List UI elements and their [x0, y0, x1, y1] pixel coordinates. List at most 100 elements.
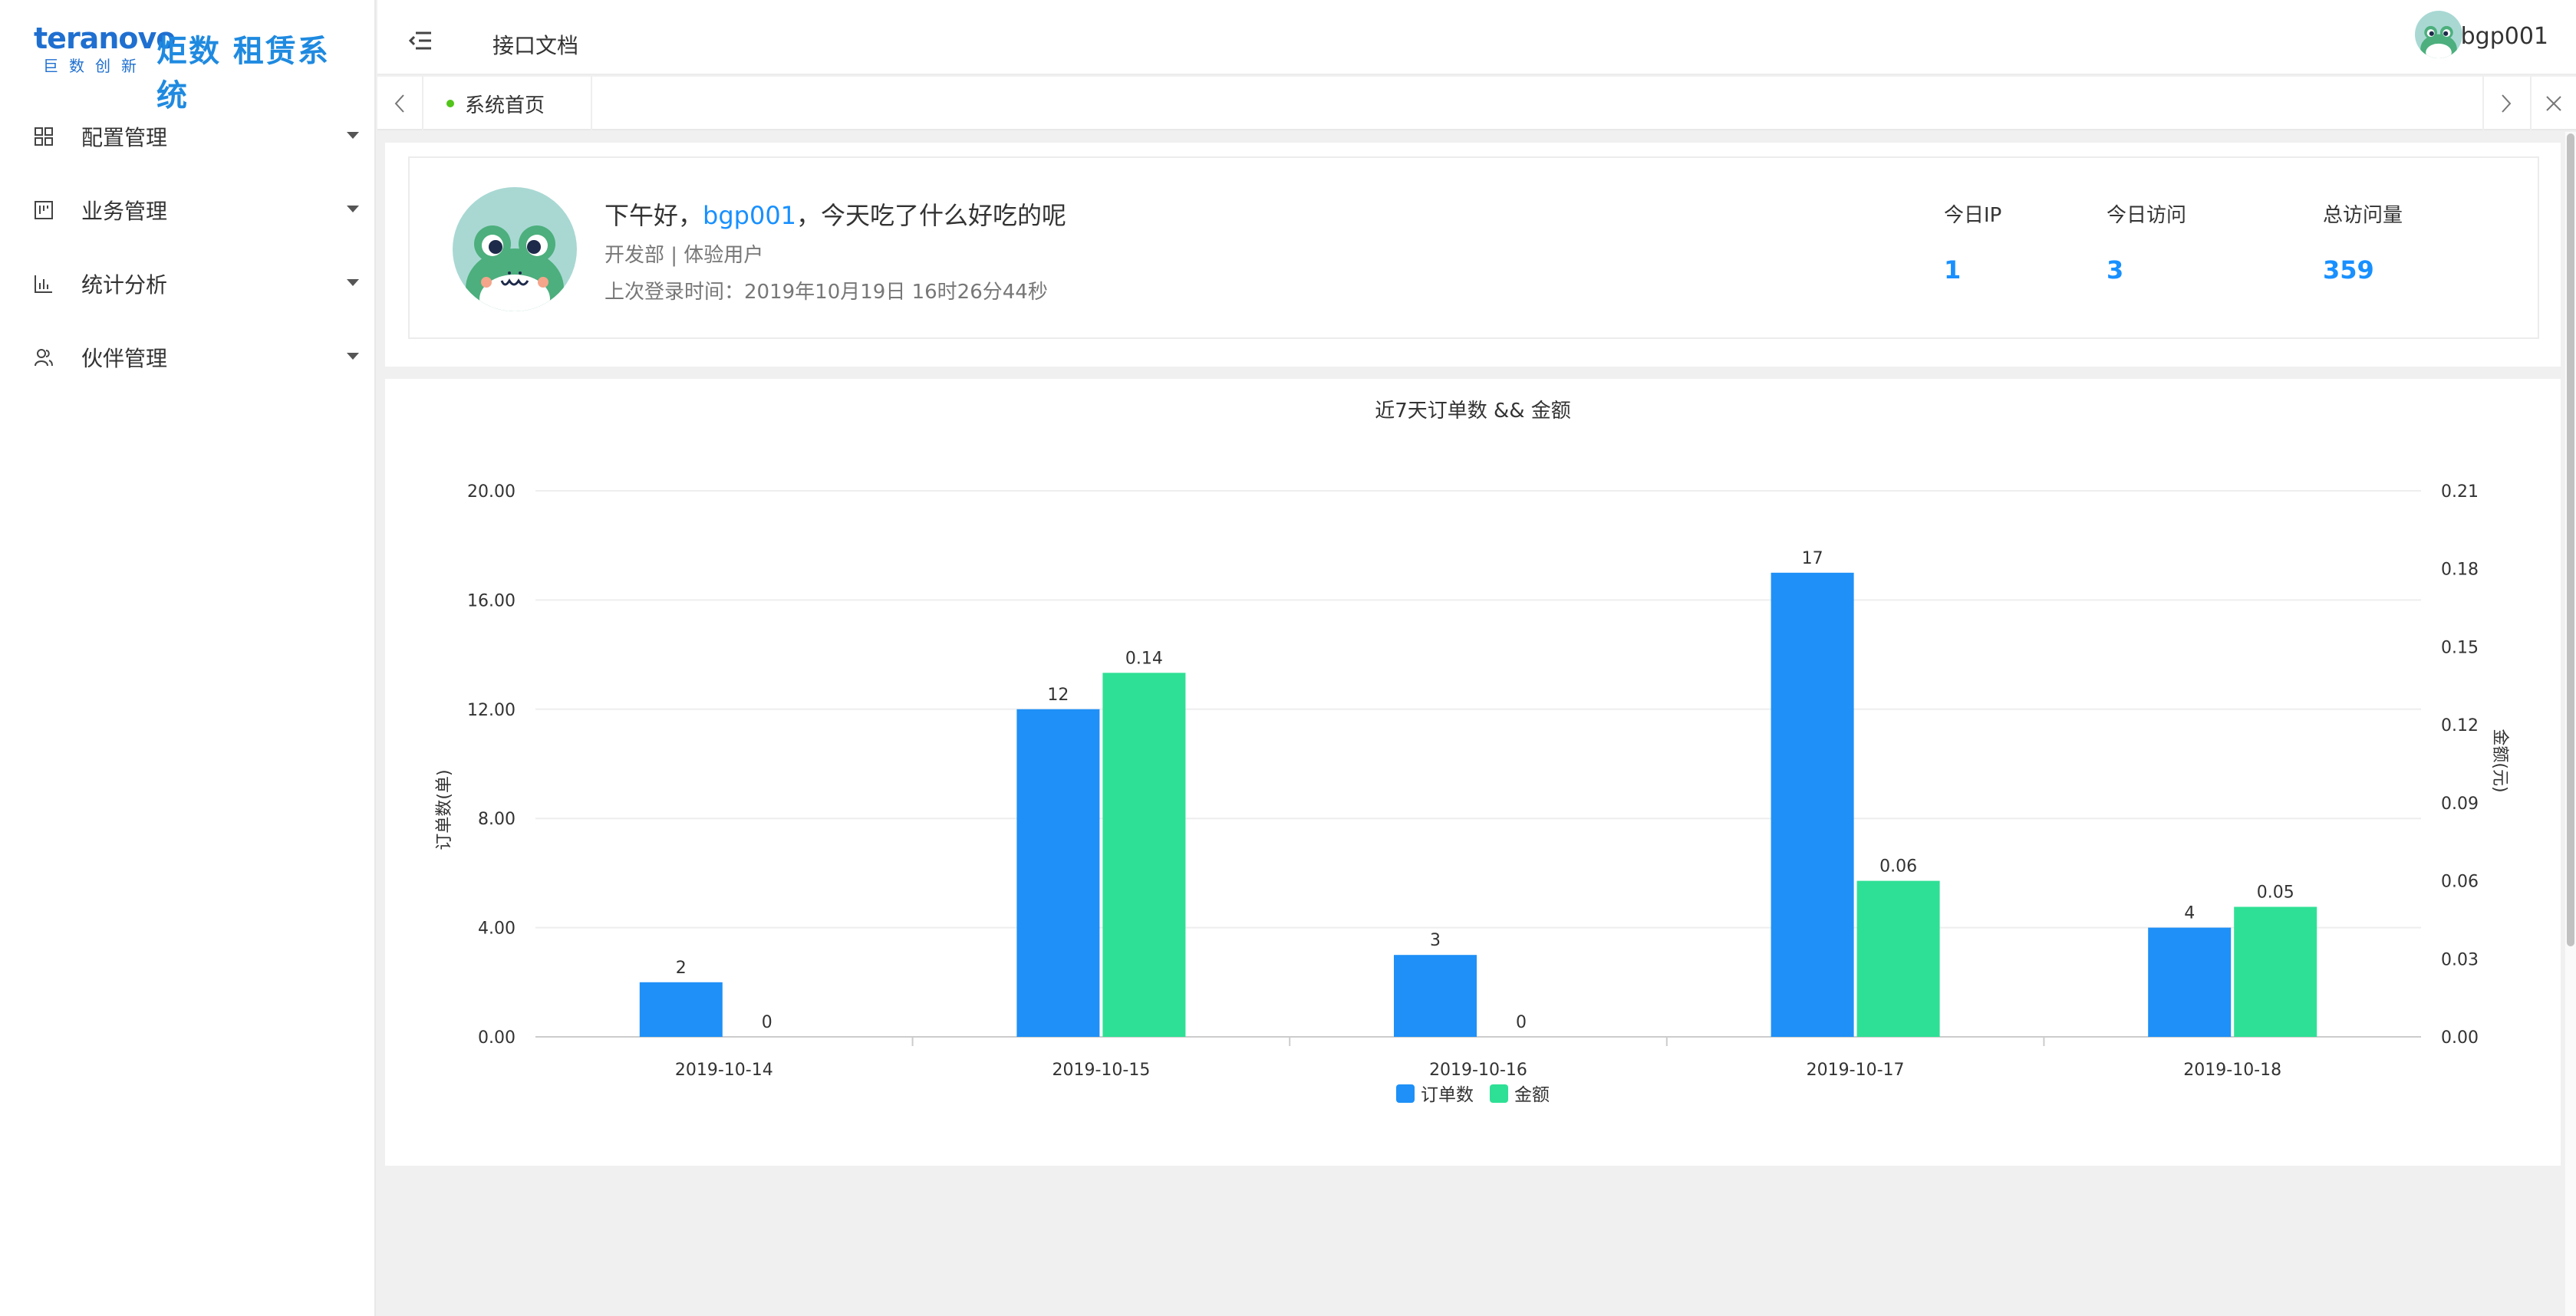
- bar-amount: [1102, 673, 1186, 1037]
- data-label-orders: 3: [1430, 931, 1441, 950]
- stat-value: 3: [2107, 255, 2124, 285]
- chevron-left-icon[interactable]: [377, 77, 423, 130]
- tab-home[interactable]: 系统首页: [423, 77, 593, 130]
- users-icon: [32, 346, 55, 369]
- chevron-right-icon[interactable]: [2482, 77, 2528, 130]
- legend-label-orders: 订单数: [1421, 1085, 1474, 1105]
- data-label-amount: 0: [762, 1013, 772, 1032]
- bar-orders: [1771, 572, 1854, 1037]
- orders-amount-chart: 近7天订单数 && 金额0.004.008.0012.0016.0020.000…: [435, 400, 2509, 1105]
- legend-label-amount: 金额: [1514, 1085, 1550, 1105]
- stat-today-visits: 今日访问 3: [2107, 199, 2186, 285]
- y-tick-label: 0.00: [478, 1028, 516, 1048]
- tab-bar: 系统首页: [377, 77, 2576, 130]
- active-dot: [446, 100, 454, 107]
- y-right-tick-label: 0.15: [2441, 638, 2479, 657]
- sidebar-menu: 配置管理 业务管理 统计分析 伙伴管理: [0, 100, 376, 394]
- scrollbar-thumb[interactable]: [2567, 133, 2574, 946]
- greeting: 下午好，bgp001，今天吃了什么好吃的呢: [604, 196, 1066, 232]
- bar-orders: [1394, 955, 1477, 1037]
- scrollbar[interactable]: [2565, 132, 2576, 1316]
- y-tick-label: 16.00: [467, 591, 516, 610]
- y-right-tick-label: 0.00: [2441, 1028, 2479, 1048]
- logo-en: teranovo: [34, 21, 176, 55]
- stat-label: 今日访问: [2107, 204, 2187, 227]
- greeting-prefix: 下午好，: [604, 201, 703, 230]
- data-label-amount: 0.14: [1125, 649, 1163, 668]
- last-login-time: 上次登录时间：2019年10月19日 16时26分44秒: [604, 281, 1048, 304]
- y-right-tick-label: 0.12: [2441, 716, 2479, 735]
- sidebar-item-label: 伙伴管理: [81, 346, 168, 371]
- data-label-orders: 17: [1802, 549, 1823, 568]
- x-tick-label: 2019-10-18: [2183, 1061, 2281, 1080]
- chart-card: 近7天订单数 && 金额 0.00 4.00 8.00 12.00 16.00 20.00 0…: [385, 379, 2561, 1166]
- greeting-suffix: ，今天吃了什么好吃的呢: [796, 201, 1067, 230]
- stat-label: 总访问量: [2323, 204, 2403, 227]
- bar-amount: [2234, 906, 2317, 1037]
- menu-collapse-icon[interactable]: [408, 31, 433, 51]
- api-docs-link[interactable]: 接口文档: [492, 33, 579, 58]
- y-axis-title: 订单数(单): [435, 769, 454, 850]
- y-right-tick-label: 0.06: [2441, 873, 2479, 892]
- bar-chart-icon: [32, 272, 55, 295]
- legend-swatch-orders: [1396, 1084, 1415, 1103]
- chart-title: 近7天订单数 && 金额: [1375, 400, 1571, 423]
- caret-down-icon: [347, 206, 359, 212]
- y-tick-label: 4.00: [478, 920, 516, 939]
- welcome-panel: 下午好，bgp001，今天吃了什么好吃的呢 开发部 | 体验用户 上次登录时间：…: [408, 156, 2539, 339]
- sidebar-item-label: 统计分析: [81, 272, 168, 298]
- stat-value: 1: [1944, 255, 1962, 285]
- y-right-tick-label: 0.18: [2441, 561, 2479, 580]
- greeting-user: bgp001: [703, 201, 797, 230]
- x-tick-label: 2019-10-16: [1429, 1061, 1527, 1080]
- y-right-tick-label: 0.09: [2441, 795, 2479, 814]
- logo[interactable]: teranovo 巨数创新 炬数 租赁系统: [34, 21, 356, 114]
- welcome-card: 下午好，bgp001，今天吃了什么好吃的呢 开发部 | 体验用户 上次登录时间：…: [385, 143, 2561, 367]
- bar-orders: [2148, 927, 2232, 1037]
- avatar[interactable]: [2415, 11, 2462, 58]
- grid-icon: [32, 125, 55, 148]
- data-label-orders: 4: [2184, 904, 2195, 923]
- logo-cn: 炬数 租赁系统: [156, 34, 330, 114]
- username[interactable]: bgp001: [2460, 23, 2548, 50]
- stat-value: 359: [2323, 255, 2374, 285]
- sidebar: teranovo 巨数创新 炬数 租赁系统 配置管理 业务管理 统计分析: [0, 0, 376, 1316]
- logo-cn-small: 巨数创新: [43, 57, 147, 75]
- y-right-axis-title: 金额(元): [2490, 729, 2509, 792]
- x-tick-label: 2019-10-17: [1807, 1061, 1905, 1080]
- close-icon[interactable]: [2530, 77, 2576, 130]
- bar-orders: [1016, 709, 1100, 1037]
- legend-swatch-amount: [1490, 1084, 1508, 1103]
- data-label-amount: 0: [1516, 1013, 1527, 1032]
- user-department: 开发部 | 体验用户: [604, 244, 764, 267]
- board-icon: [32, 199, 55, 222]
- stat-total-visits: 总访问量 359: [2323, 199, 2403, 285]
- y-right-tick-label: 0.21: [2441, 482, 2479, 502]
- top-header: 接口文档 bgp001: [377, 0, 2576, 75]
- sidebar-item-label: 配置管理: [81, 125, 168, 150]
- stat-today-ip: 今日IP 1: [1944, 199, 2001, 285]
- sidebar-item-business[interactable]: 业务管理: [0, 173, 376, 247]
- y-tick-label: 20.00: [467, 482, 516, 502]
- data-label-orders: 2: [676, 959, 687, 978]
- bar-orders: [639, 982, 723, 1037]
- avatar-large: [453, 187, 577, 311]
- x-tick-label: 2019-10-15: [1052, 1061, 1150, 1080]
- x-tick-label: 2019-10-14: [675, 1061, 773, 1080]
- sidebar-item-config[interactable]: 配置管理: [0, 100, 376, 173]
- caret-down-icon: [347, 353, 359, 360]
- sidebar-item-stats[interactable]: 统计分析: [0, 247, 376, 321]
- y-tick-label: 8.00: [478, 810, 516, 829]
- caret-down-icon: [347, 279, 359, 286]
- data-label-amount: 0.06: [1879, 857, 1917, 877]
- bar-amount: [1856, 880, 1940, 1037]
- caret-down-icon: [347, 132, 359, 139]
- data-label-amount: 0.05: [2257, 883, 2294, 902]
- stat-label: 今日IP: [1944, 204, 2002, 227]
- tab-home-label: 系统首页: [465, 94, 545, 117]
- sidebar-item-partners[interactable]: 伙伴管理: [0, 321, 376, 394]
- sidebar-item-label: 业务管理: [81, 199, 168, 224]
- y-right-tick-label: 0.03: [2441, 950, 2479, 969]
- y-tick-label: 12.00: [467, 701, 516, 720]
- data-label-orders: 12: [1047, 686, 1069, 705]
